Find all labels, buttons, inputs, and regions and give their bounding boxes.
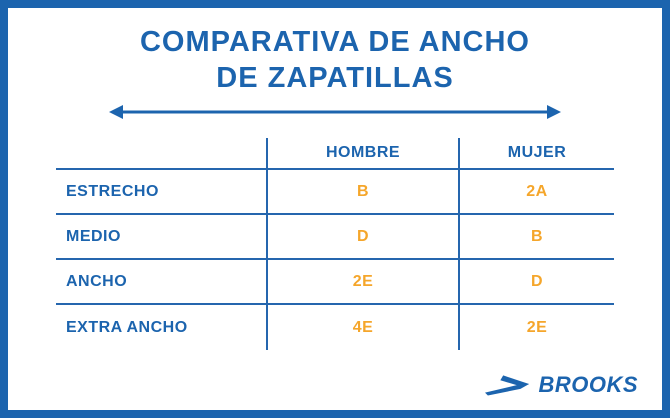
brooks-logo-text: BROOKS [538,372,638,397]
row-label-estrecho: ESTRECHO [56,168,266,213]
table-header-hombre: HOMBRE [266,138,458,168]
row-label-ancho: ANCHO [56,258,266,303]
page-title: COMPARATIVA DE ANCHO DE ZAPATILLAS [8,24,662,96]
brooks-logo: BROOKS [485,372,638,398]
table-header-mujer: MUJER [458,138,614,168]
value-extra-ancho-mujer: 2E [458,303,614,350]
value-estrecho-mujer: 2A [458,168,614,213]
page-title-line1: COMPARATIVA DE ANCHO [139,26,530,58]
value-medio-mujer: B [458,213,614,258]
brooks-flash-icon [485,375,530,396]
value-extra-ancho-hombre: 4E [266,303,458,350]
table-header-blank [56,138,266,168]
value-ancho-mujer: D [458,258,614,303]
page-title-line2: DE ZAPATILLAS [216,62,454,94]
row-label-medio: MEDIO [56,213,266,258]
row-label-extra-ancho: EXTRA ANCHO [56,303,266,350]
value-medio-hombre: D [266,213,458,258]
value-estrecho-hombre: B [266,168,458,213]
value-ancho-hombre: 2E [266,258,458,303]
width-range-arrow-container [8,102,662,122]
double-arrow-icon [109,105,561,119]
shoe-width-table: HOMBRE MUJER ESTRECHO B 2A MEDIO D B ANC… [56,138,614,350]
